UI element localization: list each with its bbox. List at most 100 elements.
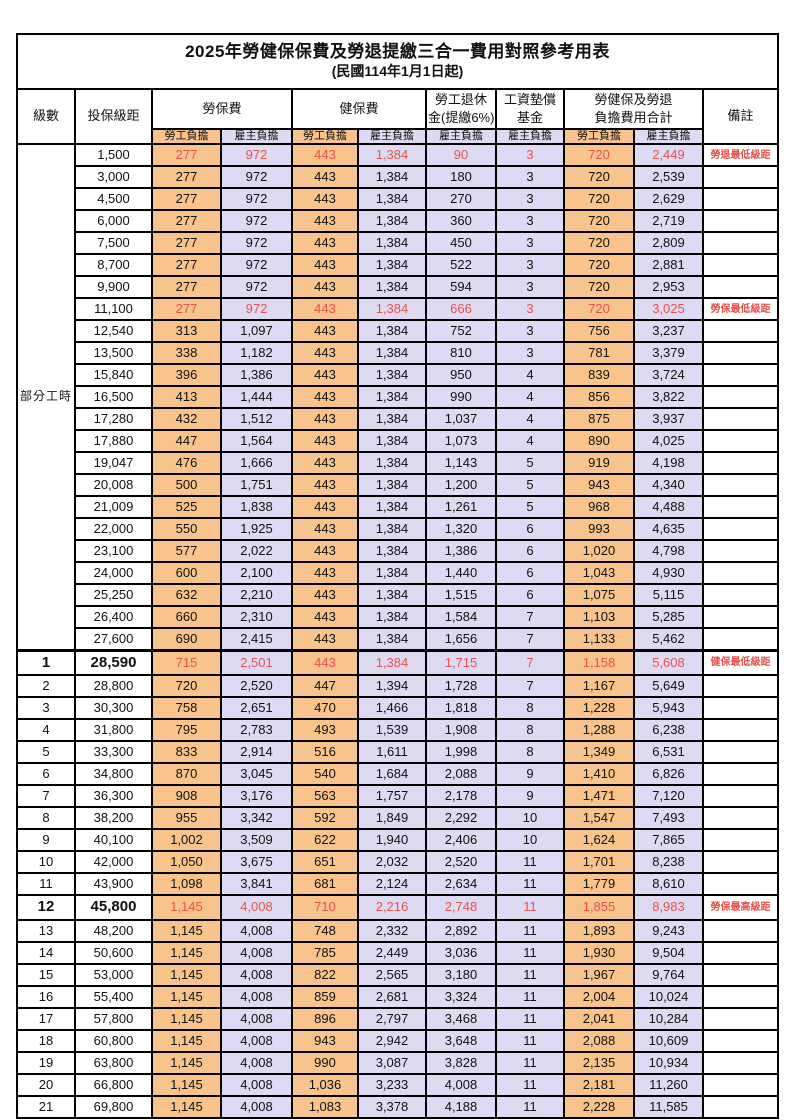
total-employer-cell: 10,934 xyxy=(633,1051,704,1075)
health-employer-cell: 1,757 xyxy=(357,784,427,808)
bracket-cell: 23,100 xyxy=(74,539,153,563)
labor-employer-cell: 1,666 xyxy=(220,451,293,475)
labor-employer-cell: 972 xyxy=(220,231,293,255)
health-employer-cell: 1,384 xyxy=(357,231,427,255)
level-cell: 9 xyxy=(16,828,76,852)
total-employee-cell: 1,967 xyxy=(563,963,635,987)
note-cell xyxy=(702,187,779,211)
labor-employee-cell: 715 xyxy=(151,648,222,676)
health-employee-cell: 443 xyxy=(291,253,359,277)
table-row: 9 40,100 1,002 3,509 622 1,940 2,406 10 … xyxy=(16,828,779,852)
bracket-cell: 17,280 xyxy=(74,407,153,431)
health-employer-cell: 2,032 xyxy=(357,850,427,874)
bracket-cell: 28,800 xyxy=(74,674,153,698)
health-employee-cell: 443 xyxy=(291,583,359,607)
wage-fund-employer-cell: 7 xyxy=(495,674,565,698)
total-employee-cell: 1,133 xyxy=(563,627,635,651)
table-row: 22,000 550 1,925 443 1,384 1,320 6 993 4… xyxy=(17,517,779,541)
pension-employer-cell: 1,386 xyxy=(425,539,497,563)
note-cell xyxy=(702,495,779,519)
labor-employee-cell: 758 xyxy=(151,696,222,720)
total-employee-cell: 890 xyxy=(563,429,635,453)
total-employee-cell: 720 xyxy=(563,209,635,233)
bracket-cell: 27,600 xyxy=(74,627,153,651)
pension-employer-cell: 2,088 xyxy=(425,762,497,786)
wage-fund-employer-cell: 4 xyxy=(495,385,565,409)
total-employee-cell: 1,103 xyxy=(563,605,635,629)
bracket-cell: 9,900 xyxy=(74,275,153,299)
note-cell: 勞退最低級距 xyxy=(702,143,779,167)
table-row: 18 60,800 1,145 4,008 943 2,942 3,648 11… xyxy=(16,1029,779,1053)
health-employee-cell: 443 xyxy=(291,605,359,629)
note-cell xyxy=(702,1095,779,1119)
labor-employer-cell: 2,520 xyxy=(220,674,293,698)
health-employee-cell: 1,036 xyxy=(291,1073,359,1097)
note-cell xyxy=(702,674,779,698)
level-cell: 4 xyxy=(16,718,76,742)
labor-employer-cell: 4,008 xyxy=(220,985,293,1009)
labor-employer-cell: 972 xyxy=(220,297,293,321)
health-employee-cell: 443 xyxy=(291,495,359,519)
bracket-cell: 60,800 xyxy=(74,1029,153,1053)
bracket-cell: 40,100 xyxy=(74,828,153,852)
total-employee-cell: 993 xyxy=(563,517,635,541)
total-employer-cell: 5,462 xyxy=(633,627,704,651)
table-row: 15,840 396 1,386 443 1,384 950 4 839 3,7… xyxy=(17,363,779,387)
table-row: 21,009 525 1,838 443 1,384 1,261 5 968 4… xyxy=(17,495,779,519)
wage-fund-employer-cell: 3 xyxy=(495,253,565,277)
labor-employee-cell: 277 xyxy=(151,275,222,299)
table-row: 9,900 277 972 443 1,384 594 3 720 2,953 xyxy=(17,275,779,299)
bracket-cell: 53,000 xyxy=(74,963,153,987)
labor-employer-cell: 3,045 xyxy=(220,762,293,786)
table-row: 17,280 432 1,512 443 1,384 1,037 4 875 3… xyxy=(17,407,779,431)
wage-fund-employer-cell: 3 xyxy=(495,297,565,321)
labor-employee-cell: 313 xyxy=(151,319,222,343)
labor-employer-cell: 1,182 xyxy=(220,341,293,365)
note-cell xyxy=(702,583,779,607)
bracket-cell: 1,500 xyxy=(74,143,153,167)
wage-fund-employer-cell: 6 xyxy=(495,583,565,607)
health-employee-cell: 748 xyxy=(291,919,359,943)
level-cell: 11 xyxy=(16,872,76,896)
labor-employee-cell: 1,145 xyxy=(151,963,222,987)
note-cell xyxy=(702,407,779,431)
labor-employee-cell: 447 xyxy=(151,429,222,453)
part-time-group-cell: 部分工時 xyxy=(16,143,76,651)
pension-employer-cell: 2,892 xyxy=(425,919,497,943)
total-employee-cell: 919 xyxy=(563,451,635,475)
health-employer-cell: 1,940 xyxy=(357,828,427,852)
health-employer-cell: 2,942 xyxy=(357,1029,427,1053)
bracket-cell: 12,540 xyxy=(74,319,153,343)
total-employee-cell: 1,288 xyxy=(563,718,635,742)
pension-employer-cell: 1,200 xyxy=(425,473,497,497)
health-employer-cell: 2,449 xyxy=(357,941,427,965)
health-employer-cell: 1,384 xyxy=(357,143,427,167)
note-cell xyxy=(702,539,779,563)
health-employee-cell: 443 xyxy=(291,143,359,167)
note-cell xyxy=(702,561,779,585)
pension-employer-cell: 810 xyxy=(425,341,497,365)
labor-employee-cell: 870 xyxy=(151,762,222,786)
table-row: 23,100 577 2,022 443 1,384 1,386 6 1,020… xyxy=(17,539,779,563)
note-cell xyxy=(702,762,779,786)
labor-employee-cell: 476 xyxy=(151,451,222,475)
pension-employer-cell: 666 xyxy=(425,297,497,321)
health-employee-cell: 443 xyxy=(291,429,359,453)
health-employer-cell: 1,611 xyxy=(357,740,427,764)
total-employer-cell: 5,285 xyxy=(633,605,704,629)
table-row: 15 53,000 1,145 4,008 822 2,565 3,180 11… xyxy=(16,963,779,987)
note-cell xyxy=(702,517,779,541)
table-row: 17,880 447 1,564 443 1,384 1,073 4 890 4… xyxy=(17,429,779,453)
total-employee-cell: 756 xyxy=(563,319,635,343)
labor-employer-cell: 2,501 xyxy=(220,648,293,676)
wage-fund-employer-cell: 6 xyxy=(495,539,565,563)
sub-header-health-employer: 雇主負擔 xyxy=(357,128,427,145)
health-employee-cell: 443 xyxy=(291,187,359,211)
table-row: 20,008 500 1,751 443 1,384 1,200 5 943 4… xyxy=(17,473,779,497)
total-employee-cell: 1,075 xyxy=(563,583,635,607)
total-employee-cell: 1,349 xyxy=(563,740,635,764)
pension-employer-cell: 1,037 xyxy=(425,407,497,431)
note-cell xyxy=(702,275,779,299)
pension-employer-cell: 1,908 xyxy=(425,718,497,742)
total-employer-cell: 3,724 xyxy=(633,363,704,387)
